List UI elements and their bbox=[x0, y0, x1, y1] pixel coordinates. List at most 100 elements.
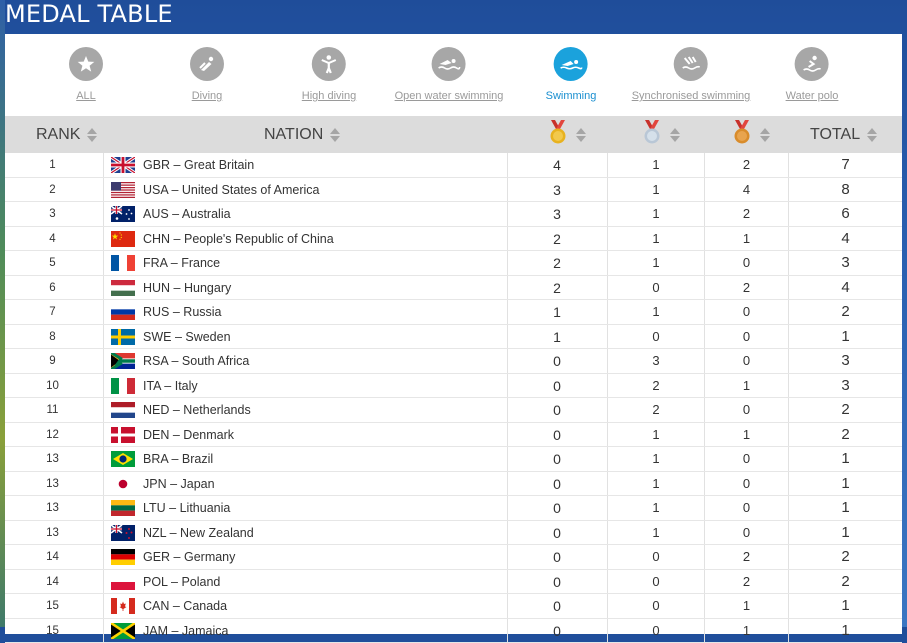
sport-filter-all[interactable]: ALL bbox=[69, 47, 103, 102]
diving-icon bbox=[190, 47, 224, 81]
total-count-cell: 3 bbox=[789, 374, 902, 398]
nation-cell: ITA – Italy bbox=[103, 374, 508, 398]
nation-name: RSA – South Africa bbox=[143, 349, 249, 373]
nation-name: JAM – Jamaica bbox=[143, 619, 228, 643]
total-count-cell: 4 bbox=[789, 227, 902, 251]
silver-count-cell: 1 bbox=[608, 423, 705, 447]
rank-cell: 12 bbox=[5, 423, 100, 447]
silver-count-cell: 1 bbox=[608, 178, 705, 202]
rank-cell: 2 bbox=[5, 178, 100, 202]
sport-filter-synchronised[interactable]: Synchronised swimming bbox=[632, 47, 751, 102]
silver-count-cell: 0 bbox=[608, 570, 705, 594]
total-count-cell: 3 bbox=[789, 349, 902, 373]
sport-filter-high-diving[interactable]: High diving bbox=[302, 47, 356, 102]
bronze-count-cell: 0 bbox=[705, 325, 789, 349]
gold-count-cell: 0 bbox=[507, 496, 608, 520]
rank-cell: 3 bbox=[5, 202, 100, 226]
nation-cell: GBR – Great Britain bbox=[103, 153, 508, 177]
silver-count-cell: 0 bbox=[608, 276, 705, 300]
bronze-count-cell: 0 bbox=[705, 496, 789, 520]
total-header-label: TOTAL bbox=[810, 126, 860, 144]
usa-flag-icon bbox=[111, 182, 135, 198]
nation-cell: GER – Germany bbox=[103, 545, 508, 569]
gold-count-cell: 0 bbox=[507, 423, 608, 447]
page-title: MEDAL TABLE bbox=[5, 0, 173, 30]
pol-flag-icon bbox=[111, 574, 135, 590]
bronze-column-header[interactable] bbox=[731, 116, 769, 153]
rank-cell: 13 bbox=[5, 496, 100, 520]
rsa-flag-icon bbox=[111, 353, 135, 369]
total-column-header[interactable]: TOTAL bbox=[810, 116, 876, 153]
nation-name: GER – Germany bbox=[143, 545, 235, 569]
gold-count-cell: 0 bbox=[507, 374, 608, 398]
silver-count-cell: 1 bbox=[608, 227, 705, 251]
rank-cell: 6 bbox=[5, 276, 100, 300]
nation-name: JPN – Japan bbox=[143, 472, 215, 496]
nation-cell: CAN – Canada bbox=[103, 594, 508, 618]
sport-filter-water-polo[interactable]: Water polo bbox=[786, 47, 839, 102]
swe-flag-icon bbox=[111, 329, 135, 345]
nation-name: DEN – Denmark bbox=[143, 423, 234, 447]
nation-name: CAN – Canada bbox=[143, 594, 227, 618]
bronze-count-cell: 1 bbox=[705, 594, 789, 618]
nation-cell: POL – Poland bbox=[103, 570, 508, 594]
silver-count-cell: 1 bbox=[608, 496, 705, 520]
sport-filter-diving[interactable]: Diving bbox=[190, 47, 224, 102]
rank-column-header[interactable]: RANK bbox=[36, 116, 96, 153]
silver-column-header[interactable] bbox=[641, 116, 679, 153]
sport-filter-open-water[interactable]: Open water swimming bbox=[395, 47, 504, 102]
nation-cell: FRA – France bbox=[103, 251, 508, 275]
sport-filter-label: Diving bbox=[190, 90, 224, 102]
gold-count-cell: 0 bbox=[507, 447, 608, 471]
gold-count-cell: 3 bbox=[507, 178, 608, 202]
nation-name: RUS – Russia bbox=[143, 300, 222, 324]
open-water-swimming-icon bbox=[432, 47, 466, 81]
nation-cell: JPN – Japan bbox=[103, 472, 508, 496]
nation-name: BRA – Brazil bbox=[143, 447, 213, 471]
sport-filter-label: Swimming bbox=[546, 90, 597, 102]
hun-flag-icon bbox=[111, 280, 135, 296]
nation-name: NZL – New Zealand bbox=[143, 521, 254, 545]
gold-column-header[interactable] bbox=[547, 116, 585, 153]
bronze-medal-icon bbox=[731, 119, 753, 150]
silver-count-cell: 3 bbox=[608, 349, 705, 373]
silver-count-cell: 2 bbox=[608, 374, 705, 398]
table-header: RANK NATION TOTAL bbox=[5, 116, 902, 153]
bronze-count-cell: 0 bbox=[705, 472, 789, 496]
nation-column-header[interactable]: NATION bbox=[264, 116, 339, 153]
gold-count-cell: 3 bbox=[507, 202, 608, 226]
rank-cell: 5 bbox=[5, 251, 100, 275]
silver-count-cell: 0 bbox=[608, 325, 705, 349]
rank-cell: 15 bbox=[5, 619, 100, 643]
gold-count-cell: 0 bbox=[507, 521, 608, 545]
nation-cell: JAM – Jamaica bbox=[103, 619, 508, 643]
sort-arrows-icon bbox=[576, 128, 585, 142]
ger-flag-icon bbox=[111, 549, 135, 565]
jam-flag-icon bbox=[111, 623, 135, 639]
gold-count-cell: 1 bbox=[507, 300, 608, 324]
sport-filter-swimming[interactable]: Swimming bbox=[546, 47, 597, 102]
total-count-cell: 2 bbox=[789, 300, 902, 324]
gold-count-cell: 0 bbox=[507, 570, 608, 594]
